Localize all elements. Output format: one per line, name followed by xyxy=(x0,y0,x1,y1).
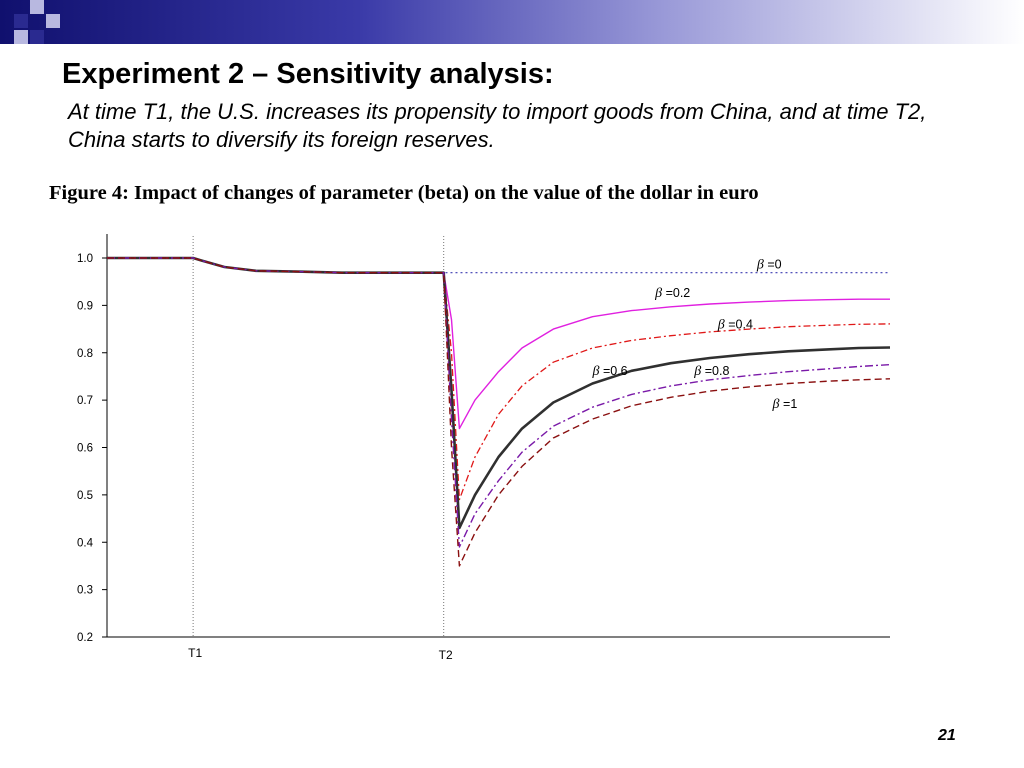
slide-number: 21 xyxy=(938,727,956,744)
y-tick-label: 0.5 xyxy=(77,490,93,502)
series-label-5: β =1 xyxy=(772,397,798,412)
y-tick-label: 1.0 xyxy=(77,253,93,265)
series-line-3 xyxy=(107,256,891,530)
y-tick-label: 0.7 xyxy=(77,395,93,407)
series-label-3: β =0.6 xyxy=(591,364,627,379)
y-tick-label: 0.2 xyxy=(77,632,93,644)
slide-title: Experiment 2 – Sensitivity analysis: xyxy=(62,58,554,90)
series-line-5 xyxy=(107,257,891,567)
decor-square-dark xyxy=(14,14,28,28)
x-tick-label-t2: T2 xyxy=(439,648,453,662)
header-gradient-band xyxy=(0,0,1024,44)
series-label-0: β =0 xyxy=(756,257,782,272)
y-tick-label: 0.6 xyxy=(77,443,93,455)
slide-subtitle: At time T1, the U.S. increases its prope… xyxy=(68,99,927,152)
y-tick-label: 0.3 xyxy=(77,585,93,597)
decor-square-light xyxy=(14,30,28,44)
figure-caption: Figure 4: Impact of changes of parameter… xyxy=(49,182,759,204)
series-label-4: β =0.8 xyxy=(693,364,729,379)
x-tick-label-t1: T1 xyxy=(188,646,202,660)
series-label-1: β =0.2 xyxy=(654,286,690,301)
decor-square-light xyxy=(46,14,60,28)
y-tick-label: 0.8 xyxy=(77,348,93,360)
series-label-2: β =0.4 xyxy=(717,318,753,333)
decor-square-dark xyxy=(30,30,44,44)
y-tick-label: 0.4 xyxy=(77,537,94,549)
y-tick-label: 0.9 xyxy=(77,300,93,312)
series-line-2 xyxy=(107,257,891,501)
decor-square-light xyxy=(30,0,44,14)
